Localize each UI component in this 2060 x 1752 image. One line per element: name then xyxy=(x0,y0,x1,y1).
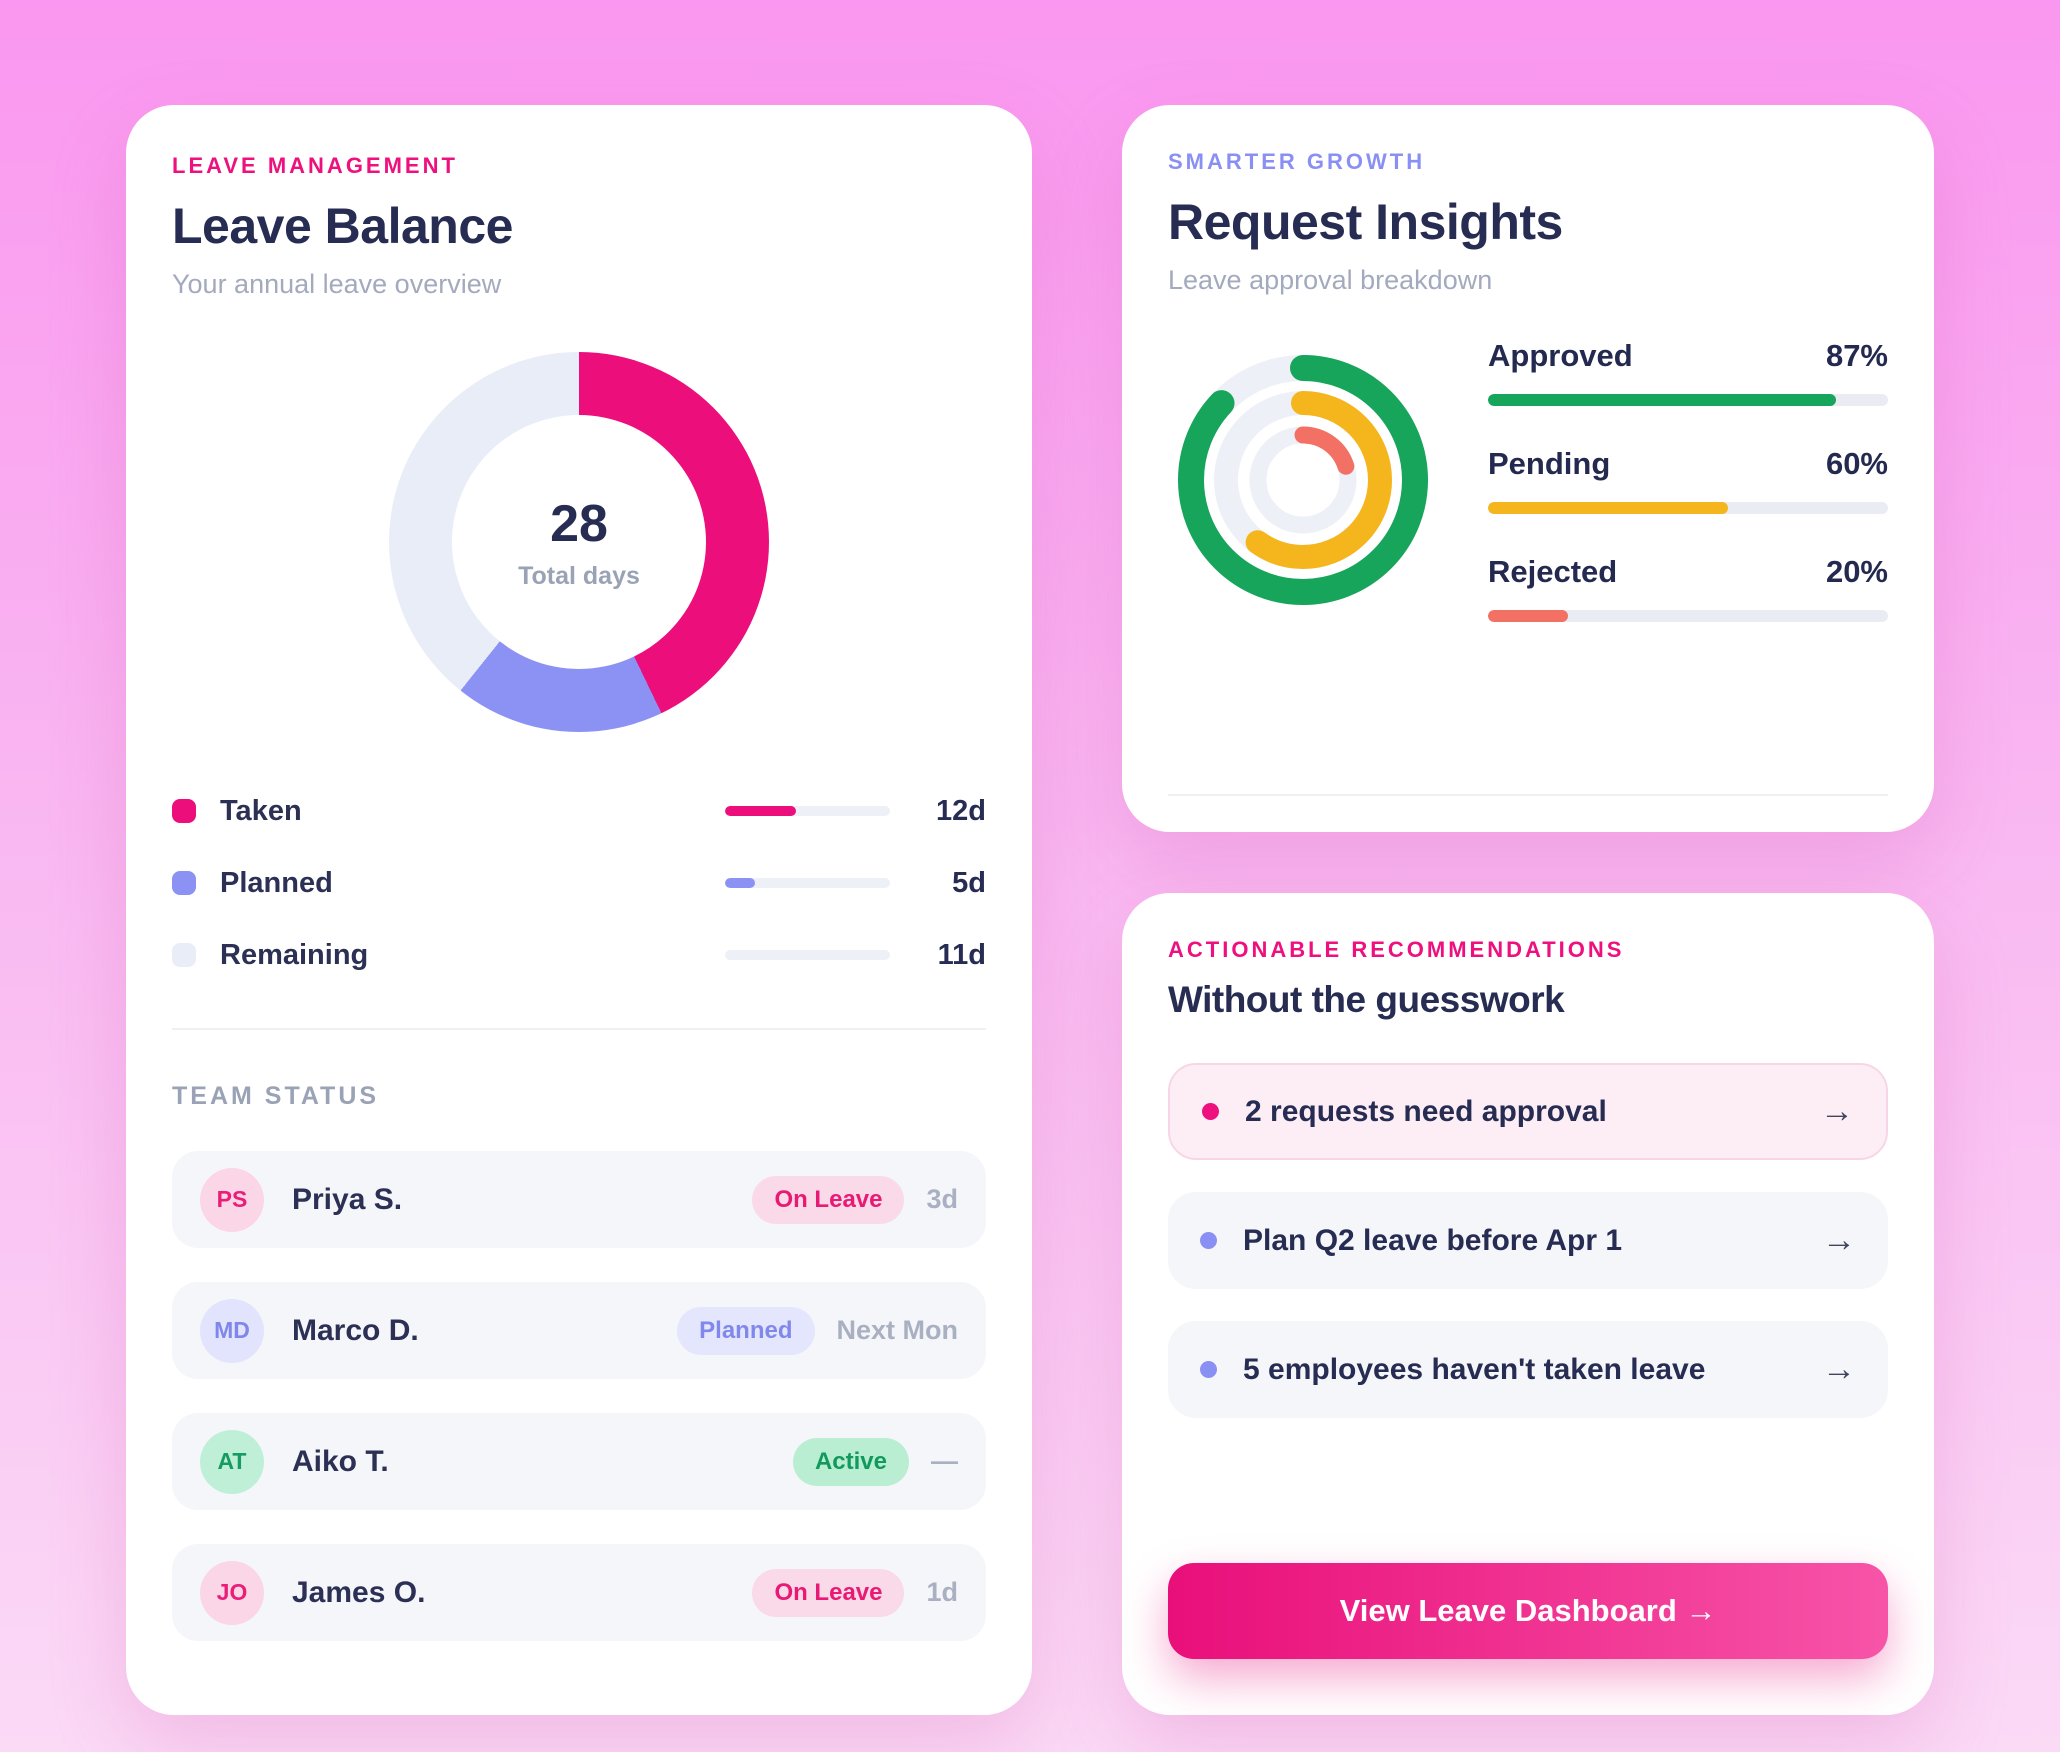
stat-progress-fill xyxy=(1488,502,1728,514)
stat-row: Pending 60% xyxy=(1488,446,1888,514)
legend-row: Remaining 11d xyxy=(172,938,986,972)
legend-progress-fill xyxy=(725,878,755,888)
leave-donut-chart: 28 Total days xyxy=(389,352,769,732)
stat-label: Approved xyxy=(1488,338,1633,373)
arrow-right-icon: → xyxy=(1820,1092,1854,1130)
team-member-name: Priya S. xyxy=(292,1182,403,1216)
avatar: AT xyxy=(200,1429,264,1494)
avatar: JO xyxy=(200,1560,264,1625)
divider xyxy=(172,1028,986,1030)
legend-label: Remaining xyxy=(220,938,369,971)
team-row[interactable]: MD Marco D. Planned Next Mon xyxy=(172,1282,986,1379)
legend-progress-track xyxy=(725,806,890,816)
legend-row: Planned 5d xyxy=(172,866,986,900)
stat-progress-track xyxy=(1488,502,1888,514)
view-leave-dashboard-button[interactable]: View Leave Dashboard → xyxy=(1168,1563,1888,1659)
team-member-name: Marco D. xyxy=(292,1313,419,1347)
recommendations-list: 2 requests need approval → Plan Q2 leave… xyxy=(1168,1063,1888,1418)
legend: Taken 12d Planned 5d Remaining 11d xyxy=(172,794,986,972)
recommendation-item[interactable]: 5 employees haven't taken leave → xyxy=(1168,1321,1888,1418)
status-meta: — xyxy=(931,1446,958,1476)
arrow-right-icon: → xyxy=(1822,1221,1856,1259)
stat-value: 60% xyxy=(1825,446,1888,481)
stat-progress-track xyxy=(1488,394,1888,406)
insights-card-title: Request Insights xyxy=(1168,194,1563,250)
legend-value: 5d xyxy=(952,866,986,899)
stat-row: Rejected 20% xyxy=(1488,554,1888,622)
team-row[interactable]: JO James O. On Leave 1d xyxy=(172,1544,986,1641)
recommendations-title: Without the guesswork xyxy=(1168,979,1565,1020)
leave-card-eyebrow: LEAVE MANAGEMENT xyxy=(172,153,458,178)
recommendations-card: ACTIONABLE RECOMMENDATIONS Without the g… xyxy=(1122,893,1934,1715)
team-status-header: TEAM STATUS xyxy=(172,1082,380,1110)
donut-total-days: 28 xyxy=(550,494,608,553)
insights-card-subtitle: Leave approval breakdown xyxy=(1168,265,1493,295)
status-badge: On Leave xyxy=(752,1568,905,1617)
leave-balance-card: LEAVE MANAGEMENT Leave Balance Your annu… xyxy=(126,105,1032,1715)
ring-pending xyxy=(1214,391,1392,569)
avatar: MD xyxy=(200,1298,264,1363)
stat-progress-fill xyxy=(1488,394,1836,406)
status-meta: Next Mon xyxy=(836,1315,959,1345)
team-row[interactable]: PS Priya S. On Leave 3d xyxy=(172,1151,986,1248)
team-member-name: James O. xyxy=(292,1575,426,1609)
legend-label: Taken xyxy=(220,794,302,827)
status-meta: 3d xyxy=(926,1184,958,1214)
legend-swatch xyxy=(172,871,196,895)
stat-value: 20% xyxy=(1825,554,1888,589)
approval-rings-chart xyxy=(1178,355,1428,605)
status-badge: On Leave xyxy=(752,1175,905,1224)
recommendation-item[interactable]: 2 requests need approval → xyxy=(1168,1063,1888,1160)
legend-value: 12d xyxy=(936,794,986,827)
stat-label: Pending xyxy=(1488,446,1611,481)
status-meta: 1d xyxy=(926,1577,958,1607)
status-badge: Planned xyxy=(677,1306,815,1355)
stat-label: Rejected xyxy=(1488,554,1618,589)
bullet-dot-icon xyxy=(1200,1232,1217,1249)
stat-value: 87% xyxy=(1825,338,1888,373)
ring-rejected xyxy=(1249,426,1357,534)
arrow-right-icon: → xyxy=(1822,1350,1856,1388)
leave-card-title: Leave Balance xyxy=(172,198,513,254)
legend-progress-track xyxy=(725,950,890,960)
avatar: PS xyxy=(200,1167,264,1232)
legend-value: 11d xyxy=(937,938,986,971)
recommendation-text: 2 requests need approval xyxy=(1245,1095,1607,1128)
legend-progress-track xyxy=(725,878,890,888)
status-badge: Active xyxy=(792,1437,909,1486)
ring-approved xyxy=(1178,355,1428,605)
bullet-dot-icon xyxy=(1202,1103,1219,1120)
legend-swatch xyxy=(172,943,196,967)
leave-card-subtitle: Your annual leave overview xyxy=(172,269,502,299)
insights-body: Approved 87% Pending 60% Rejected 20% xyxy=(1168,338,1888,622)
donut-total-label: Total days xyxy=(518,561,640,590)
donut-center: 28 Total days xyxy=(452,415,706,669)
bullet-dot-icon xyxy=(1200,1361,1217,1378)
legend-label: Planned xyxy=(220,866,333,899)
stat-progress-fill xyxy=(1488,610,1568,622)
divider xyxy=(1168,794,1888,796)
stats-list: Approved 87% Pending 60% Rejected 20% xyxy=(1488,338,1888,622)
legend-row: Taken 12d xyxy=(172,794,986,828)
team-member-name: Aiko T. xyxy=(292,1444,389,1478)
legend-swatch xyxy=(172,799,196,823)
recommendation-item[interactable]: Plan Q2 leave before Apr 1 → xyxy=(1168,1192,1888,1289)
team-row[interactable]: AT Aiko T. Active — xyxy=(172,1413,986,1510)
donut-chart-wrap: 28 Total days xyxy=(172,352,986,732)
team-list: PS Priya S. On Leave 3d MD Marco D. Plan… xyxy=(172,1151,986,1641)
legend-progress-fill xyxy=(725,806,796,816)
recommendation-text: Plan Q2 leave before Apr 1 xyxy=(1243,1224,1623,1257)
request-insights-card: SMARTER GROWTH Request Insights Leave ap… xyxy=(1122,105,1934,832)
recommendation-text: 5 employees haven't taken leave xyxy=(1243,1353,1706,1386)
insights-card-eyebrow: SMARTER GROWTH xyxy=(1168,149,1426,174)
recommendations-eyebrow: ACTIONABLE RECOMMENDATIONS xyxy=(1168,937,1625,962)
stat-progress-track xyxy=(1488,610,1888,622)
stat-row: Approved 87% xyxy=(1488,338,1888,406)
